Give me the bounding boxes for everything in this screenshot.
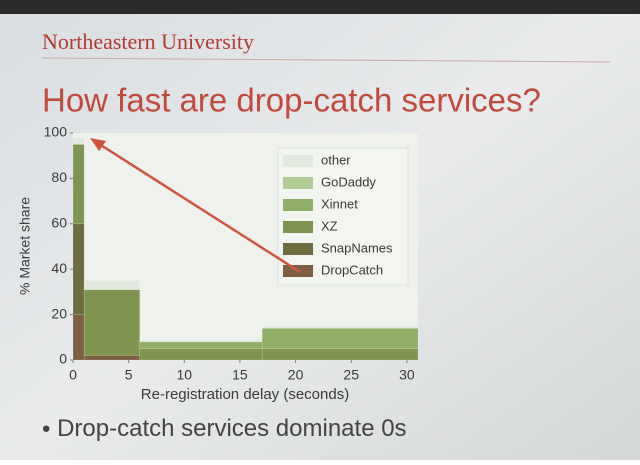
bar-segment [139, 348, 263, 361]
bar-segment [72, 144, 85, 225]
bar-segment [139, 341, 263, 349]
x-tick-label: 15 [232, 367, 248, 383]
screen-edge [0, 0, 640, 14]
x-tick-label: 0 [69, 367, 77, 383]
bullet-text: Drop-catch services dominate 0s [57, 415, 406, 442]
y-tick-label: 60 [51, 215, 67, 231]
legend-label: DropCatch [321, 262, 383, 277]
x-tick-label: 25 [343, 367, 359, 383]
legend-label: SnapNames [321, 240, 393, 255]
y-tick-label: 80 [51, 169, 67, 185]
bar-segment [83, 355, 141, 361]
y-tick-label: 20 [51, 305, 67, 321]
x-axis-label: Re-registration delay (seconds) [141, 386, 349, 403]
institution: Northeastern University [42, 29, 254, 54]
bar-segment [139, 339, 263, 343]
y-axis-label: % Market share [17, 197, 33, 295]
legend-label: XZ [321, 218, 338, 233]
bar-segment [72, 314, 85, 361]
chart-title: How fast are drop-catch services? [42, 82, 541, 119]
x-tick-label: 20 [288, 367, 304, 383]
legend-swatch [283, 243, 313, 255]
y-tick-label: 0 [59, 351, 67, 367]
legend-swatch [283, 221, 313, 233]
bullet-point: • Drop-catch services dominate 0s [42, 415, 407, 442]
header-rule [41, 57, 611, 63]
bar-segment [83, 289, 141, 356]
bar-segment [261, 348, 419, 361]
bar-segment [72, 223, 85, 315]
bar-segment [72, 137, 85, 145]
legend-label: GoDaddy [321, 174, 376, 189]
y-tick-label: 100 [44, 124, 68, 140]
legend-swatch [283, 199, 313, 211]
arrow-head [90, 138, 106, 151]
bar-segment [261, 325, 419, 329]
bar-segment [261, 327, 419, 349]
legend-label: Xinnet [321, 196, 358, 211]
x-tick-label: 10 [177, 367, 193, 383]
legend-swatch [283, 155, 313, 167]
legend-label: other [321, 152, 351, 167]
legend-box [277, 147, 409, 286]
x-tick-label: 5 [125, 367, 133, 383]
annotation-arrow [95, 140, 301, 274]
x-tick-label: 30 [399, 367, 415, 383]
y-tick-label: 40 [51, 260, 67, 276]
legend-swatch [283, 177, 313, 189]
bar-segment [83, 280, 141, 290]
